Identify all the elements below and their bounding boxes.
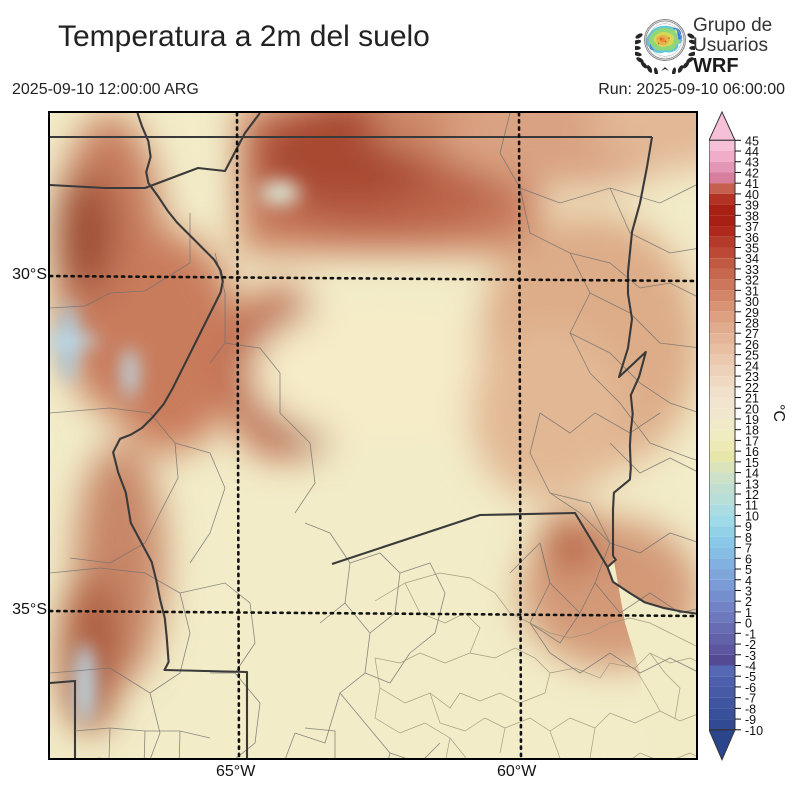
svg-text:-10: -10 xyxy=(745,724,763,738)
